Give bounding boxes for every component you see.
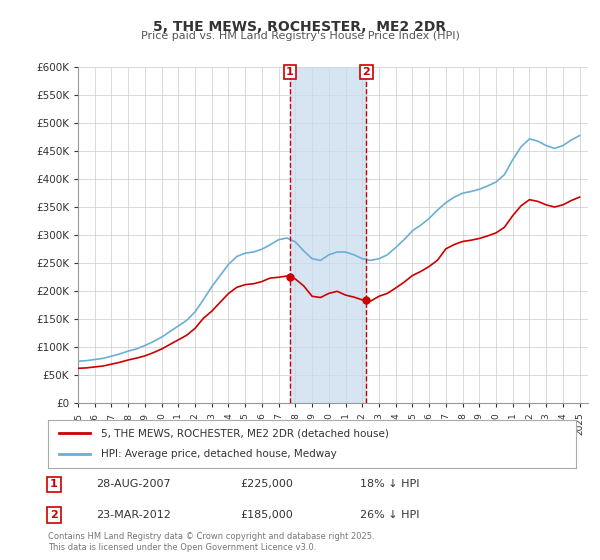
Bar xyxy=(290,67,367,403)
Text: 2: 2 xyxy=(362,67,370,77)
Text: 18% ↓ HPI: 18% ↓ HPI xyxy=(360,479,419,489)
Text: 23-MAR-2012: 23-MAR-2012 xyxy=(96,510,171,520)
Text: 1: 1 xyxy=(50,479,58,489)
Text: £185,000: £185,000 xyxy=(240,510,293,520)
Text: 1: 1 xyxy=(286,67,293,77)
Text: £225,000: £225,000 xyxy=(240,479,293,489)
Text: 26% ↓ HPI: 26% ↓ HPI xyxy=(360,510,419,520)
Text: 2: 2 xyxy=(50,510,58,520)
Text: 28-AUG-2007: 28-AUG-2007 xyxy=(96,479,170,489)
Text: 5, THE MEWS, ROCHESTER,  ME2 2DR: 5, THE MEWS, ROCHESTER, ME2 2DR xyxy=(154,20,446,34)
Text: Price paid vs. HM Land Registry's House Price Index (HPI): Price paid vs. HM Land Registry's House … xyxy=(140,31,460,41)
Text: 5, THE MEWS, ROCHESTER, ME2 2DR (detached house): 5, THE MEWS, ROCHESTER, ME2 2DR (detache… xyxy=(101,428,389,438)
Text: Contains HM Land Registry data © Crown copyright and database right 2025.
This d: Contains HM Land Registry data © Crown c… xyxy=(48,532,374,552)
Text: HPI: Average price, detached house, Medway: HPI: Average price, detached house, Medw… xyxy=(101,449,337,459)
